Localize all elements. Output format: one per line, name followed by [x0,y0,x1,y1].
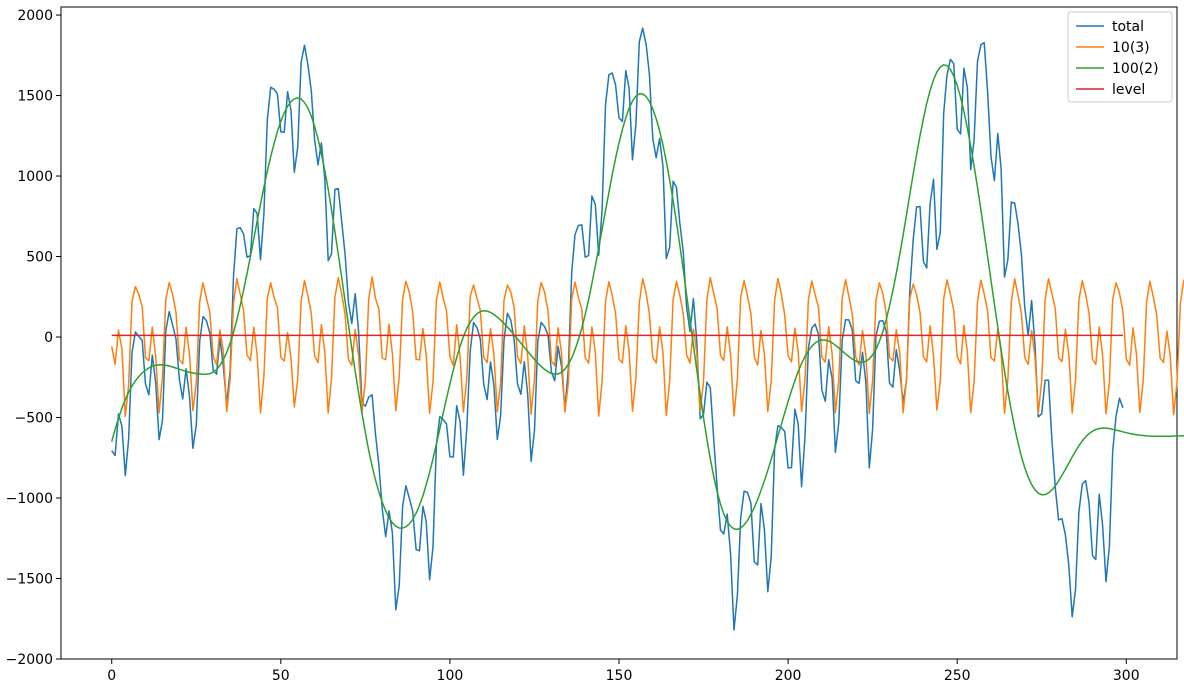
y-tick-label: 500 [26,250,53,266]
x-tick-label: 250 [944,668,971,684]
series-line-10-3 [110,276,1184,418]
y-tick-label: −2000 [6,652,53,668]
series-layer [110,27,1184,631]
y-tick-label: −1500 [6,572,53,588]
x-tick-label: 300 [1113,668,1140,684]
x-tick-label: 50 [272,668,290,684]
y-tick-label: 1500 [17,89,53,105]
legend-label: total [1112,19,1144,35]
x-tick-label: 200 [775,668,802,684]
legend-label: 10(3) [1112,40,1150,56]
series-line-total [111,27,1124,631]
series-line-100-2 [110,64,1184,531]
x-axis-ticks: 0 50 100 150 200 250 300 [107,659,1140,684]
legend-label: 100(2) [1112,61,1159,77]
x-tick-label: 150 [606,668,633,684]
legend-box [1067,11,1173,103]
y-tick-label: 0 [44,330,53,346]
legend-label: level [1112,82,1145,98]
y-tick-label: −500 [15,411,53,427]
x-tick-label: 0 [107,668,116,684]
legend: total 10(3) 100(2) level [1067,11,1173,103]
y-tick-label: −1000 [6,491,53,507]
y-tick-label: 1000 [17,169,53,185]
y-tick-label: 2000 [17,8,53,24]
x-tick-label: 100 [437,668,464,684]
y-axis-ticks: −2000 −1500 −1000 −500 0 500 1000 1500 2000 [6,8,61,668]
